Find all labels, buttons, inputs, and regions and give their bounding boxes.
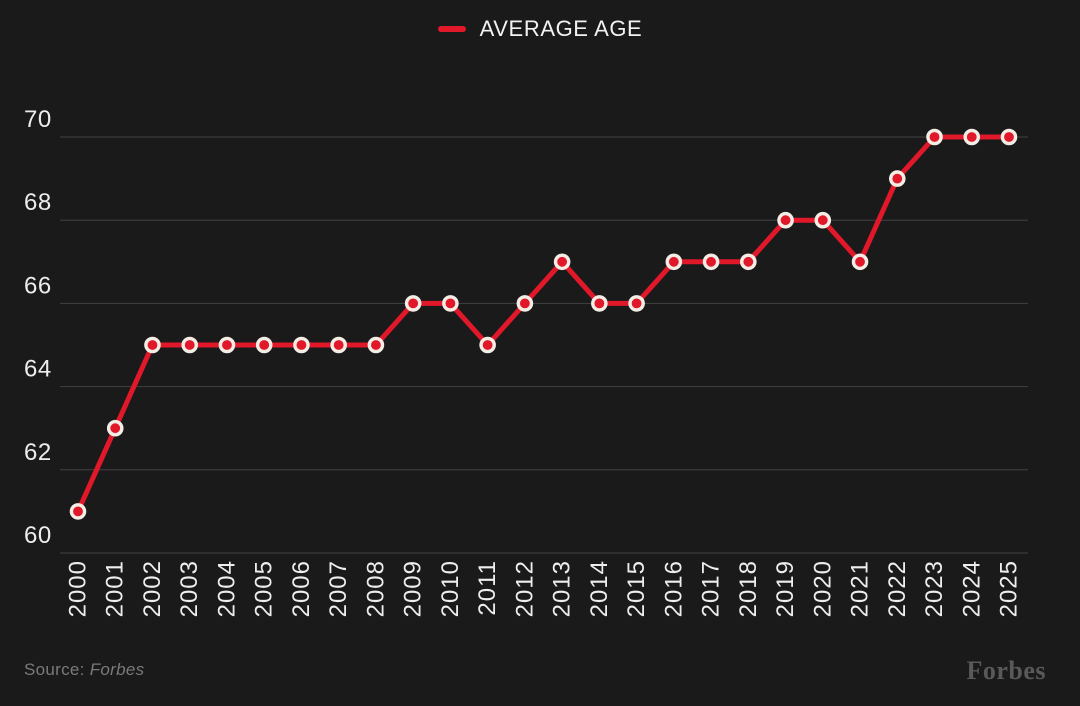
data-point bbox=[665, 253, 683, 271]
data-point bbox=[106, 419, 124, 437]
x-tick-label: 2007 bbox=[325, 560, 352, 617]
data-point bbox=[330, 336, 347, 354]
forbes-logo: Forbes bbox=[966, 656, 1046, 685]
y-tick-label: 64 bbox=[24, 356, 52, 383]
x-tick-label: 2014 bbox=[586, 560, 613, 617]
data-point bbox=[851, 253, 869, 271]
legend-swatch-icon bbox=[437, 26, 466, 32]
data-point bbox=[777, 211, 794, 229]
x-tick-label: 2013 bbox=[549, 560, 576, 617]
x-tick-label: 2006 bbox=[288, 560, 315, 617]
data-point bbox=[255, 336, 273, 354]
legend-label: AVERAGE AGE bbox=[479, 16, 643, 41]
x-tick-label: 2017 bbox=[698, 560, 725, 617]
x-tick-label: 2022 bbox=[884, 560, 911, 617]
data-point bbox=[888, 170, 906, 187]
x-tick-label: 2000 bbox=[65, 560, 92, 617]
data-point bbox=[814, 211, 832, 229]
x-tick-label: 2020 bbox=[809, 560, 836, 617]
x-tick-label: 2025 bbox=[996, 560, 1023, 617]
x-tick-label: 2001 bbox=[102, 560, 129, 617]
x-tick-label: 2002 bbox=[139, 560, 166, 617]
legend: AVERAGE AGE bbox=[0, 0, 1080, 58]
x-tick-label: 2004 bbox=[213, 560, 240, 617]
data-point bbox=[516, 295, 534, 312]
x-tick-label: 2010 bbox=[437, 560, 464, 617]
data-point bbox=[442, 295, 459, 312]
data-point bbox=[293, 336, 310, 354]
data-point bbox=[404, 295, 422, 312]
x-tick-label: 2003 bbox=[176, 560, 203, 617]
x-tick-label: 2005 bbox=[251, 560, 278, 617]
x-tick-label: 2024 bbox=[958, 560, 985, 617]
y-tick-label: 66 bbox=[24, 272, 52, 299]
source-name: Forbes bbox=[89, 660, 145, 679]
series-line bbox=[75, 134, 1012, 514]
x-tick-label: 2012 bbox=[511, 560, 538, 617]
x-tick-label: 2011 bbox=[474, 560, 501, 616]
x-tick-label: 2021 bbox=[847, 560, 874, 617]
data-point bbox=[926, 128, 943, 146]
data-point bbox=[740, 253, 757, 271]
data-point bbox=[702, 253, 720, 271]
data-point bbox=[553, 253, 571, 271]
y-tick-label: 70 bbox=[24, 106, 52, 133]
data-point bbox=[1000, 128, 1018, 146]
x-tick-label: 2008 bbox=[362, 560, 389, 617]
x-tick-label: 2015 bbox=[623, 560, 650, 617]
data-point bbox=[367, 336, 385, 354]
y-tick-label: 62 bbox=[24, 439, 52, 466]
data-point bbox=[69, 503, 87, 520]
x-tick-label: 2009 bbox=[400, 560, 427, 617]
data-point bbox=[963, 128, 981, 146]
y-tick-label: 68 bbox=[24, 189, 52, 216]
x-tick-label: 2023 bbox=[921, 560, 948, 617]
data-point bbox=[181, 336, 199, 354]
data-point bbox=[218, 336, 236, 354]
source-note: Source: Forbes bbox=[24, 660, 144, 680]
data-point bbox=[591, 295, 608, 312]
source-prefix: Source: bbox=[24, 660, 90, 679]
data-point bbox=[479, 336, 496, 354]
data-point bbox=[144, 336, 161, 354]
x-tick-label: 2016 bbox=[660, 560, 687, 617]
x-tick-label: 2018 bbox=[735, 560, 762, 617]
x-tick-label: 2019 bbox=[772, 560, 799, 617]
data-point bbox=[628, 295, 645, 312]
y-tick-label: 60 bbox=[24, 522, 52, 549]
